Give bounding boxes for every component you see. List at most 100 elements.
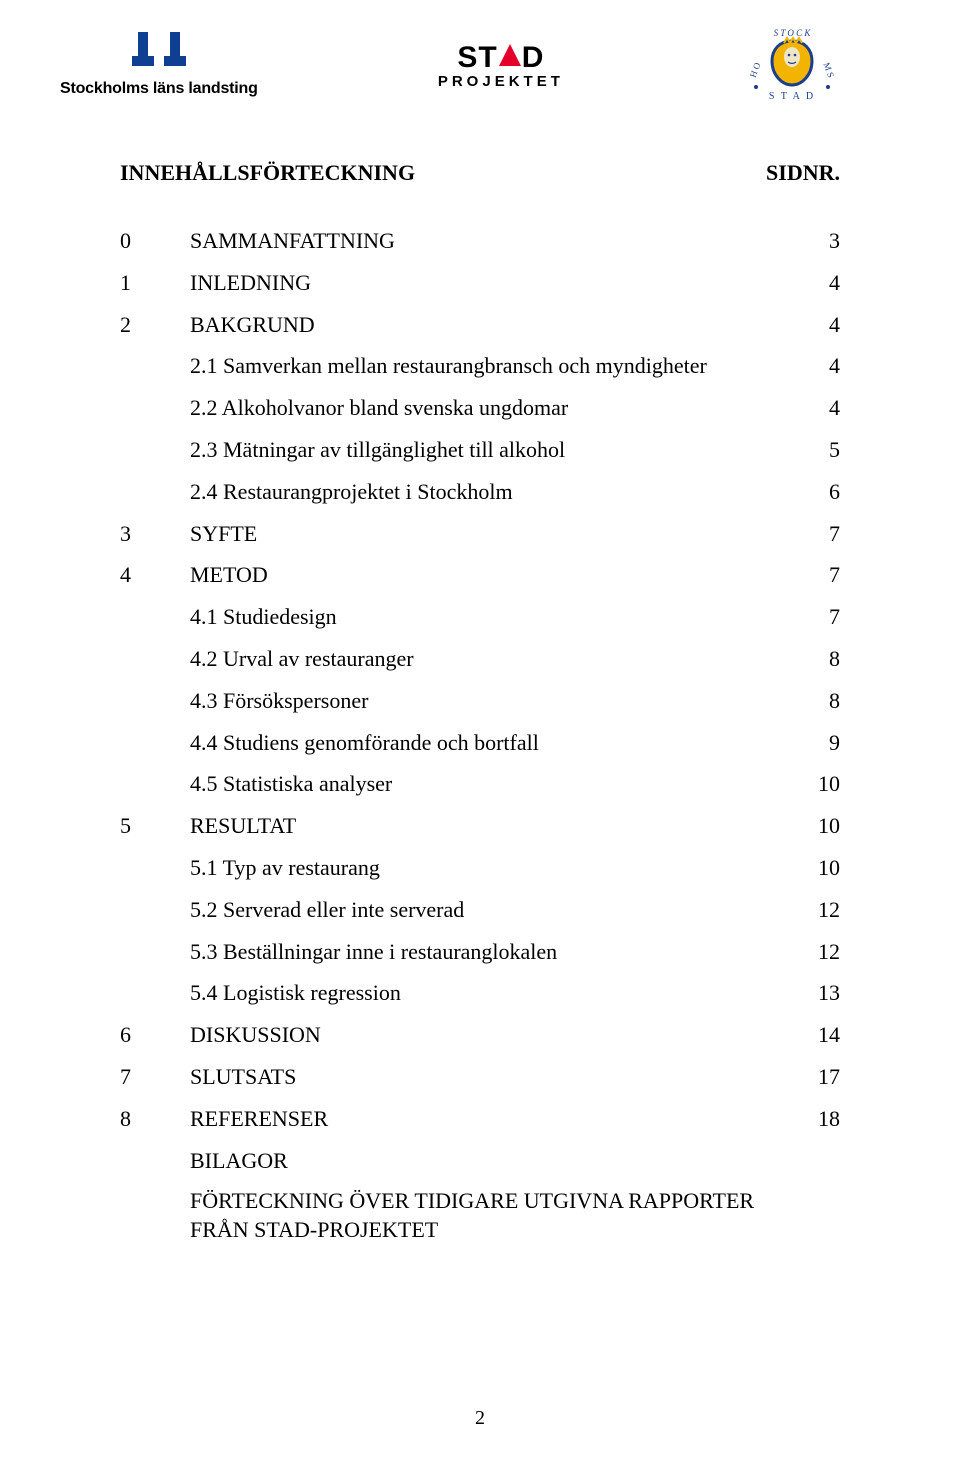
toc-row-number (120, 763, 190, 805)
toc-row-page: 3 (790, 220, 840, 262)
svg-text:S T O C K: S T O C K (774, 28, 812, 38)
toc-row: 4.4 Studiens genomförande och bortfall9 (120, 722, 840, 764)
toc-row-number: 3 (120, 513, 190, 555)
toc-row-number (120, 387, 190, 429)
toc-row-page: 10 (790, 805, 840, 847)
toc-row-title: 4.2 Urval av restauranger (190, 638, 790, 680)
toc-row-page (790, 1140, 840, 1182)
toc-row-page: 6 (790, 471, 840, 513)
toc-row-number: 0 (120, 220, 190, 262)
toc-row-page: 12 (790, 931, 840, 973)
toc-row-title: BILAGOR (190, 1140, 790, 1182)
toc-row: 5.2 Serverad eller inte serverad12 (120, 889, 840, 931)
logo-sll: Stockholms läns landsting (60, 32, 258, 98)
toc-row: 4.3 Försökspersoner8 (120, 680, 840, 722)
toc-row-number (120, 471, 190, 513)
toc-row: 4.2 Urval av restauranger8 (120, 638, 840, 680)
toc-row-page: 7 (790, 554, 840, 596)
toc-row: FÖRTECKNING ÖVER TIDIGARE UTGIVNA RAPPOR… (120, 1181, 840, 1250)
toc-row-number (120, 972, 190, 1014)
toc-row: 5.3 Beställningar inne i restauranglokal… (120, 931, 840, 973)
toc-row: 2BAKGRUND4 (120, 304, 840, 346)
toc-row: 7SLUTSATS17 (120, 1056, 840, 1098)
stockholm-crest-icon: S T O C K S T A D H O M S (744, 23, 840, 108)
toc-row-title: RESULTAT (190, 805, 790, 847)
toc-row-number: 4 (120, 554, 190, 596)
toc-row-number: 5 (120, 805, 190, 847)
svg-text:M S: M S (821, 61, 836, 79)
toc-row-page (790, 1181, 840, 1250)
logo-stad-st: ST (457, 41, 497, 75)
toc-row-number (120, 931, 190, 973)
toc-row-title: DISKUSSION (190, 1014, 790, 1056)
logo-sll-text: Stockholms läns landsting (60, 80, 258, 98)
toc-row-number: 1 (120, 262, 190, 304)
toc-row-number (120, 429, 190, 471)
logo-stad-subtitle: PROJEKTET (438, 73, 564, 90)
sll-icon (132, 32, 186, 76)
toc-row: 3SYFTE7 (120, 513, 840, 555)
toc-row-number (120, 847, 190, 889)
svg-text:H O: H O (748, 60, 763, 78)
toc-row-page: 4 (790, 304, 840, 346)
toc-row-title: 2.3 Mätningar av tillgänglighet till alk… (190, 429, 790, 471)
toc-row-title: 4.1 Studiedesign (190, 596, 790, 638)
toc-row-page: 7 (790, 513, 840, 555)
logo-stad: ST D PROJEKTET (438, 41, 564, 90)
toc-row-title: 2.2 Alkoholvanor bland svenska ungdomar (190, 387, 790, 429)
toc-row-page: 9 (790, 722, 840, 764)
toc-heading-left: INNEHÅLLSFÖRTECKNING (120, 160, 415, 186)
toc-row-number: 2 (120, 304, 190, 346)
toc-row-title: 5.4 Logistisk regression (190, 972, 790, 1014)
toc-row: 4METOD7 (120, 554, 840, 596)
toc-row-number (120, 889, 190, 931)
toc-row-page: 10 (790, 847, 840, 889)
toc-row-title: 4.3 Försökspersoner (190, 680, 790, 722)
toc-row-number (120, 1140, 190, 1182)
toc-row-number (120, 638, 190, 680)
toc-row: 4.1 Studiedesign7 (120, 596, 840, 638)
toc-row-title: INLEDNING (190, 262, 790, 304)
toc-row-number (120, 722, 190, 764)
toc-row-title: SAMMANFATTNING (190, 220, 790, 262)
toc-row-number (120, 1181, 190, 1250)
toc-row-title: METOD (190, 554, 790, 596)
toc-row-page: 17 (790, 1056, 840, 1098)
toc-row-number (120, 596, 190, 638)
toc-row-title: REFERENSER (190, 1098, 790, 1140)
toc-row: 2.4 Restaurangprojektet i Stockholm6 (120, 471, 840, 513)
toc-row: BILAGOR (120, 1140, 840, 1182)
toc-row-title: 4.5 Statistiska analyser (190, 763, 790, 805)
toc-row-number: 8 (120, 1098, 190, 1140)
toc-heading-right: SIDNR. (766, 160, 840, 186)
toc-row: 1INLEDNING4 (120, 262, 840, 304)
toc-row-title: 2.4 Restaurangprojektet i Stockholm (190, 471, 790, 513)
logo-stad-d: D (522, 41, 545, 75)
toc-row-page: 7 (790, 596, 840, 638)
toc-heading-row: INNEHÅLLSFÖRTECKNING SIDNR. (120, 160, 840, 186)
toc-row-title: BAKGRUND (190, 304, 790, 346)
toc-row: 2.1 Samverkan mellan restaurangbransch o… (120, 345, 840, 387)
toc-row-title: SLUTSATS (190, 1056, 790, 1098)
toc-row-page: 14 (790, 1014, 840, 1056)
toc-row-page: 4 (790, 387, 840, 429)
toc-row: 0SAMMANFATTNING3 (120, 220, 840, 262)
toc-row-page: 18 (790, 1098, 840, 1140)
toc-row: 2.2 Alkoholvanor bland svenska ungdomar4 (120, 387, 840, 429)
toc-row-page: 8 (790, 680, 840, 722)
logo-stockholm: S T O C K S T A D H O M S (744, 23, 840, 108)
toc-row: 2.3 Mätningar av tillgänglighet till alk… (120, 429, 840, 471)
toc-row-page: 8 (790, 638, 840, 680)
toc-row: 5.4 Logistisk regression13 (120, 972, 840, 1014)
logo-stad-wordmark: ST D (457, 41, 544, 75)
toc-row: 6DISKUSSION14 (120, 1014, 840, 1056)
toc-row-number (120, 345, 190, 387)
page-number: 2 (0, 1407, 960, 1430)
toc-row-title: SYFTE (190, 513, 790, 555)
toc-row-page: 4 (790, 345, 840, 387)
toc-list: 0SAMMANFATTNING31INLEDNING42BAKGRUND42.1… (120, 220, 840, 1251)
toc-row-title: 5.2 Serverad eller inte serverad (190, 889, 790, 931)
toc-row-number: 7 (120, 1056, 190, 1098)
toc-row-number: 6 (120, 1014, 190, 1056)
toc-row: 5RESULTAT10 (120, 805, 840, 847)
